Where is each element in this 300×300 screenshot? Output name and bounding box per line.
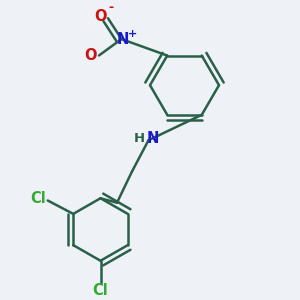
Text: N: N: [147, 131, 159, 146]
Text: Cl: Cl: [30, 190, 46, 206]
Text: -: -: [108, 1, 114, 14]
Text: +: +: [128, 29, 137, 39]
Text: Cl: Cl: [93, 283, 108, 298]
Text: O: O: [84, 48, 96, 63]
Text: H: H: [134, 132, 145, 145]
Text: O: O: [94, 9, 107, 24]
Text: N: N: [117, 32, 129, 46]
